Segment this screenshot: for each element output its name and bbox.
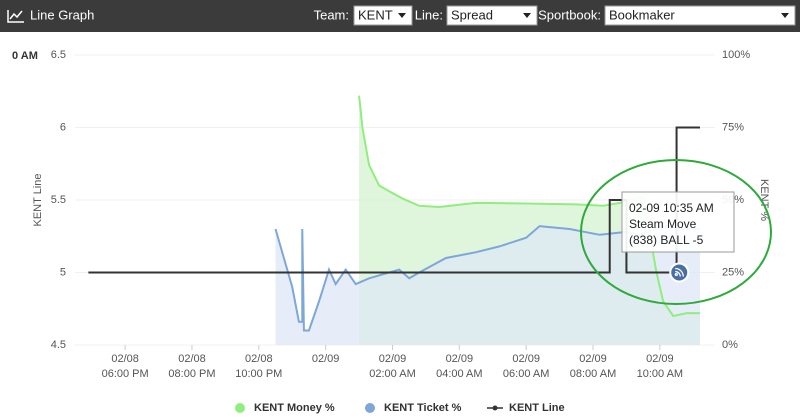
dropdown-arrow [523, 13, 531, 18]
line-value: Spread [451, 7, 493, 22]
dropdown-arrow [398, 13, 406, 18]
y-tick-label: 5.5 [51, 194, 66, 206]
y2-tick-label: 25% [722, 266, 744, 278]
legend-item: KENT Money % [235, 402, 335, 414]
event-icon [674, 267, 684, 277]
team-label: Team: [314, 7, 349, 22]
y-axis-label: KENT Line [32, 174, 44, 227]
y-tick-label: 5 [60, 266, 66, 278]
team-select[interactable] [353, 5, 413, 26]
line-select[interactable] [446, 5, 538, 26]
tooltip-line: Steam Move [629, 217, 697, 231]
x-tick-label: 08:00 AM [570, 368, 616, 380]
x-tick-label: 10:00 AM [637, 368, 683, 380]
area-fill [275, 226, 700, 345]
x-tick-label: 02/08 [245, 353, 273, 365]
corner-label: 0 AM [12, 50, 38, 62]
legend-marker [492, 405, 498, 411]
x-tick-label: 02/09 [579, 353, 607, 365]
y2-tick-label: 100% [722, 49, 750, 61]
y2-tick-label: 75% [722, 121, 744, 133]
dropdown-arrow [781, 13, 789, 18]
x-tick-label: 10:00 PM [235, 368, 282, 380]
header-title: Line Graph [30, 7, 94, 22]
legend-label: KENT Money % [254, 402, 335, 414]
x-tick-label: 02/08 [178, 353, 206, 365]
series-line [274, 225, 700, 332]
tooltip-line: 02-09 10:35 AM [629, 201, 714, 215]
legend-item: KENT Line [487, 402, 565, 414]
x-tick-label: 06:00 AM [503, 368, 549, 380]
line-label: Line: [415, 7, 443, 22]
x-tick-label: 02/09 [312, 353, 340, 365]
y-tick-label: 6.5 [51, 49, 66, 61]
legend-item: KENT Ticket % [365, 402, 462, 414]
sportbook-select[interactable] [604, 5, 796, 26]
x-tick-label: 02/08 [111, 353, 139, 365]
x-tick-label: 06:00 PM [102, 368, 149, 380]
y2-tick-label: 0% [722, 339, 738, 351]
sportbook-value: Bookmaker [609, 7, 675, 22]
legend-label: KENT Ticket % [384, 402, 462, 414]
legend-label: KENT Line [509, 402, 565, 414]
x-tick-label: 02/09 [446, 353, 474, 365]
sportbook-label: Sportbook: [538, 7, 601, 22]
tooltip-box [621, 191, 735, 253]
x-tick-label: 02/09 [512, 353, 540, 365]
event-marker [669, 262, 690, 283]
y-tick-label: 4.5 [51, 339, 66, 351]
y-tick-label: 6 [60, 121, 66, 133]
highlight-circle [580, 159, 772, 305]
x-tick-label: 08:00 PM [168, 368, 215, 380]
tooltip-line: (838) BALL -5 [629, 233, 704, 247]
series-line [358, 95, 700, 318]
legend-marker [365, 403, 375, 413]
chart-icon [7, 10, 24, 23]
legend-marker [235, 403, 245, 413]
x-tick-label: 02:00 AM [369, 368, 415, 380]
team-value: KENT [358, 7, 393, 22]
x-tick-label: 04:00 AM [436, 368, 482, 380]
x-tick-label: 02/09 [379, 353, 407, 365]
x-tick-label: 02/09 [646, 353, 674, 365]
